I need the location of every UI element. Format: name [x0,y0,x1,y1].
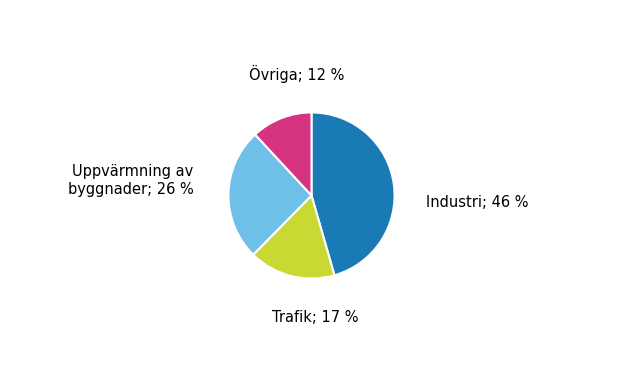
Text: Uppvärmning av
byggnader; 26 %: Uppvärmning av byggnader; 26 % [68,164,194,197]
Wedge shape [229,135,312,255]
Text: Övriga; 12 %: Övriga; 12 % [249,65,345,83]
Wedge shape [312,113,394,275]
Wedge shape [255,113,312,196]
Text: Industri; 46 %: Industri; 46 % [426,195,529,210]
Wedge shape [253,196,335,278]
Text: Trafik; 17 %: Trafik; 17 % [272,310,359,325]
